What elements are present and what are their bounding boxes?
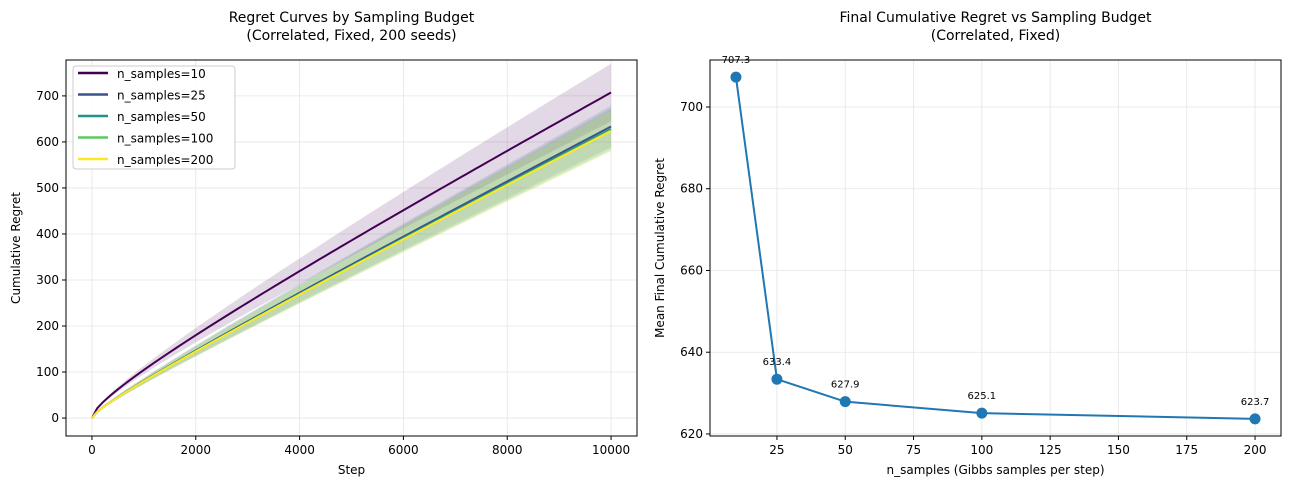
data-point — [976, 407, 988, 419]
series-line — [91, 130, 612, 419]
data-point — [771, 373, 783, 385]
legend-label: n_samples=25 — [117, 89, 206, 103]
y-tick-label: 0 — [51, 411, 59, 425]
x-tick-label: 6000 — [388, 443, 419, 457]
plot-area — [91, 63, 612, 419]
x-tick-label: 175 — [1175, 443, 1198, 457]
y-tick-label: 700 — [680, 100, 703, 114]
x-tick-label: 10000 — [592, 443, 630, 457]
legend-label: n_samples=10 — [117, 67, 206, 81]
x-axis-label: n_samples (Gibbs samples per step) — [887, 463, 1105, 477]
x-tick-label: 125 — [1039, 443, 1062, 457]
axes-0: 0 2000 4000 6000 8000 10000 0 100 200 300 400 500 60… — [9, 10, 638, 477]
y-tick-label: 500 — [36, 181, 59, 195]
data-point — [839, 396, 851, 408]
y-axis-label: Cumulative Regret — [9, 192, 23, 304]
y-axis-label: Mean Final Cumulative Regret — [653, 158, 667, 338]
x-tick-label: 200 — [1244, 443, 1267, 457]
series-line — [91, 91, 612, 419]
data-label: 627.9 — [831, 380, 860, 391]
confidence-band — [91, 108, 612, 419]
y-tick-label: 300 — [36, 273, 59, 287]
x-axis-label: Step — [338, 463, 365, 477]
axes-1: 25 50 75 100 125 150 175 200 620 640 660 680 700 Fina… — [653, 10, 1282, 477]
x-tick-label: 8000 — [492, 443, 523, 457]
x-tick-label: 100 — [970, 443, 993, 457]
x-tick-label: 75 — [906, 443, 921, 457]
y-tick-label: 620 — [680, 427, 703, 441]
legend: n_samples=10 n_samples=25 n_samples=50 n_sa… — [72, 65, 236, 170]
chart-title: Regret Curves by Sampling Budget — [229, 10, 475, 26]
legend-label: n_samples=100 — [117, 132, 213, 146]
axes-frame — [709, 59, 1282, 437]
y-tick-label: 640 — [680, 345, 703, 359]
series-line — [734, 77, 1256, 420]
y-tick-label: 100 — [36, 365, 59, 379]
y-tick-label: 680 — [680, 182, 703, 196]
axes-frame — [65, 59, 638, 437]
legend-label: n_samples=50 — [117, 110, 206, 124]
y-tick-label: 200 — [36, 319, 59, 333]
x-tick-label: 4000 — [284, 443, 315, 457]
legend-label: n_samples=200 — [117, 153, 213, 167]
data-label: 625.1 — [968, 391, 997, 402]
x-tick-label: 2000 — [180, 443, 211, 457]
y-tick-label: 660 — [680, 263, 703, 277]
data-point — [1249, 413, 1261, 425]
x-tick-label: 50 — [838, 443, 853, 457]
data-label: 707.3 — [722, 55, 751, 66]
legend-box — [72, 65, 236, 170]
x-tick-label: 150 — [1107, 443, 1130, 457]
chart-subtitle: (Correlated, Fixed, 200 seeds) — [246, 28, 456, 44]
confidence-band — [91, 105, 612, 419]
chart-title: Final Cumulative Regret vs Sampling Budg… — [839, 10, 1152, 26]
data-label: 633.4 — [763, 357, 792, 368]
chart-subtitle: (Correlated, Fixed) — [931, 28, 1060, 44]
y-tick-label: 400 — [36, 227, 59, 241]
data-point — [730, 71, 742, 83]
x-tick-label: 0 — [88, 443, 96, 457]
data-label: 623.7 — [1241, 397, 1270, 408]
x-tick-label: 25 — [769, 443, 784, 457]
y-tick-label: 700 — [36, 89, 59, 103]
y-tick-label: 600 — [36, 135, 59, 149]
